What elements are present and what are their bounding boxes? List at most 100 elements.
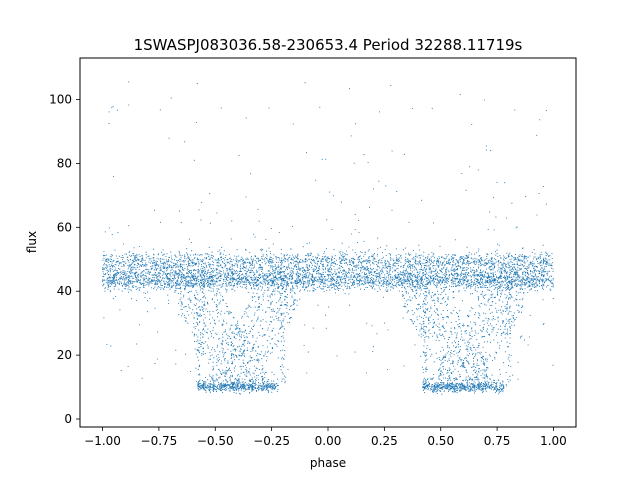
data-point bbox=[204, 263, 206, 265]
data-point bbox=[438, 256, 440, 258]
data-point bbox=[437, 279, 439, 281]
data-point bbox=[473, 281, 475, 284]
data-point bbox=[407, 258, 409, 260]
data-point bbox=[529, 255, 531, 257]
data-point bbox=[296, 270, 298, 272]
data-point bbox=[361, 267, 363, 269]
data-point bbox=[419, 263, 421, 265]
data-point bbox=[336, 282, 338, 284]
data-point bbox=[210, 284, 212, 286]
data-point bbox=[520, 259, 522, 261]
data-point bbox=[398, 279, 400, 281]
data-point bbox=[251, 282, 253, 284]
data-point bbox=[509, 266, 511, 268]
data-point bbox=[377, 261, 379, 263]
data-point bbox=[405, 256, 407, 258]
data-point bbox=[432, 271, 434, 273]
data-point bbox=[211, 260, 213, 262]
data-point bbox=[128, 291, 130, 293]
data-point bbox=[135, 255, 137, 257]
data-point bbox=[314, 265, 316, 267]
data-point bbox=[278, 277, 280, 279]
data-point bbox=[105, 274, 107, 276]
data-point bbox=[166, 269, 168, 271]
data-point bbox=[396, 280, 398, 282]
data-point bbox=[187, 260, 189, 262]
data-point bbox=[159, 286, 161, 289]
data-point bbox=[349, 269, 351, 271]
data-point bbox=[232, 276, 234, 278]
data-point bbox=[383, 282, 385, 284]
data-point bbox=[461, 278, 463, 280]
data-point bbox=[138, 287, 140, 289]
data-point bbox=[280, 284, 282, 286]
data-point bbox=[220, 270, 222, 272]
data-point bbox=[483, 283, 485, 285]
data-point bbox=[428, 261, 430, 263]
data-point bbox=[462, 277, 464, 279]
data-point bbox=[478, 266, 480, 268]
data-point bbox=[544, 270, 546, 273]
data-point bbox=[258, 269, 260, 271]
data-point bbox=[160, 262, 162, 264]
data-point bbox=[241, 273, 244, 275]
data-point bbox=[170, 255, 172, 257]
data-point bbox=[315, 288, 317, 291]
data-point bbox=[201, 254, 203, 256]
data-point bbox=[121, 290, 123, 292]
data-point bbox=[426, 280, 428, 282]
data-point bbox=[319, 282, 321, 284]
data-point bbox=[164, 265, 166, 267]
data-point bbox=[153, 259, 155, 261]
data-point bbox=[204, 280, 206, 282]
data-point bbox=[470, 285, 472, 287]
data-point bbox=[141, 270, 143, 273]
data-point bbox=[379, 278, 382, 280]
data-point bbox=[504, 275, 506, 277]
data-point bbox=[344, 252, 346, 255]
data-point bbox=[239, 285, 241, 287]
data-point bbox=[511, 261, 513, 263]
data-point bbox=[165, 281, 167, 283]
data-point bbox=[526, 278, 528, 280]
data-point bbox=[315, 267, 317, 269]
data-point bbox=[263, 278, 265, 280]
data-point bbox=[508, 281, 511, 284]
data-point bbox=[316, 270, 318, 272]
data-point bbox=[323, 258, 325, 260]
data-point bbox=[395, 285, 397, 287]
data-point bbox=[390, 277, 392, 279]
data-point bbox=[291, 288, 293, 290]
data-point bbox=[352, 284, 354, 287]
data-point bbox=[388, 273, 390, 275]
data-point bbox=[240, 264, 242, 266]
data-point bbox=[432, 254, 434, 256]
data-point bbox=[379, 282, 381, 284]
data-point bbox=[125, 262, 127, 264]
data-point bbox=[139, 283, 141, 285]
data-point bbox=[305, 270, 307, 272]
data-point bbox=[193, 262, 195, 264]
data-point bbox=[385, 276, 388, 278]
data-point bbox=[432, 267, 434, 269]
data-point bbox=[513, 263, 515, 265]
data-point bbox=[446, 282, 448, 284]
data-point bbox=[471, 293, 473, 295]
data-point bbox=[189, 276, 191, 278]
data-point bbox=[201, 270, 203, 272]
data-point bbox=[271, 277, 273, 279]
data-point bbox=[179, 260, 181, 263]
data-point bbox=[517, 279, 519, 281]
data-point bbox=[436, 283, 438, 285]
data-point bbox=[141, 264, 143, 267]
data-point bbox=[166, 253, 168, 255]
data-point bbox=[253, 281, 255, 283]
data-point bbox=[369, 284, 371, 287]
data-point bbox=[473, 260, 475, 262]
data-point bbox=[128, 271, 130, 274]
data-point bbox=[382, 283, 384, 285]
data-point bbox=[136, 259, 138, 261]
data-point bbox=[447, 278, 449, 280]
data-point bbox=[129, 259, 131, 261]
data-point bbox=[466, 257, 468, 259]
